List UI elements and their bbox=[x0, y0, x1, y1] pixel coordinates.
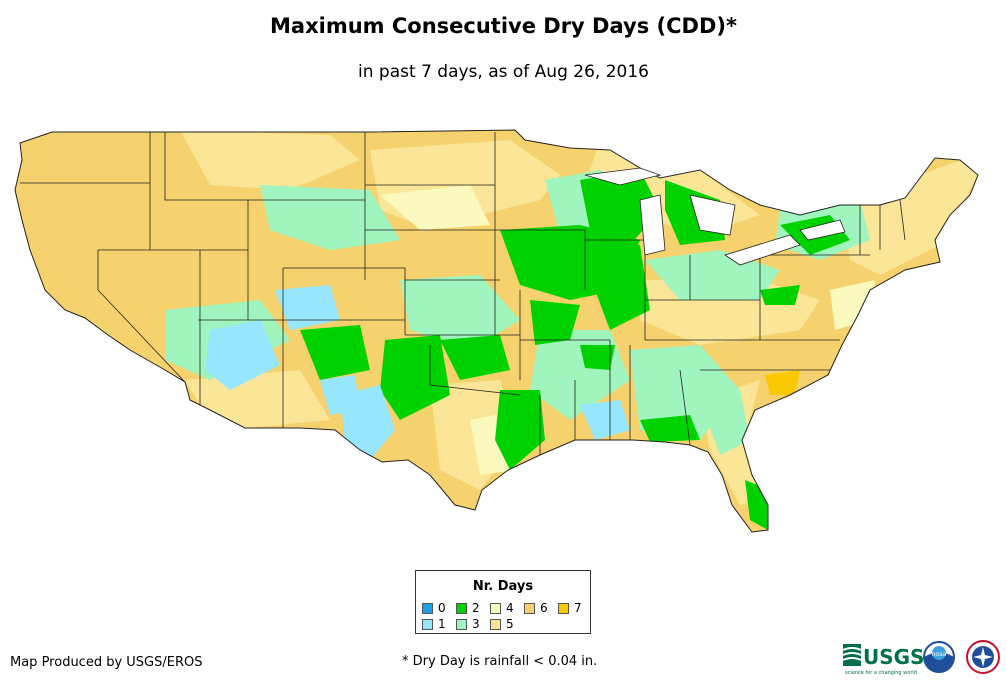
legend-swatch-6 bbox=[524, 602, 535, 614]
usgs-logo-text: USGS bbox=[863, 645, 924, 669]
legend-label-6: 6 bbox=[540, 601, 548, 615]
legend-label-1: 1 bbox=[438, 617, 446, 631]
footnote-text: * Dry Day is rainfall < 0.04 in. bbox=[402, 654, 598, 669]
legend-item-4: 4 bbox=[490, 601, 514, 615]
legend-swatch-2 bbox=[456, 602, 467, 614]
usgs-logo: USGS science for a changing world bbox=[843, 644, 924, 676]
legend-label-5: 5 bbox=[506, 617, 514, 631]
state-boundaries bbox=[20, 132, 906, 455]
legend-item-0: 0 bbox=[422, 601, 446, 615]
legend-label-2: 2 bbox=[472, 601, 480, 615]
noaa-logo: noaa bbox=[923, 641, 955, 673]
areas-7-days bbox=[765, 370, 800, 395]
areas-2-days bbox=[230, 170, 850, 530]
great-lakes bbox=[584, 167, 846, 266]
legend-item-1: 1 bbox=[422, 617, 446, 631]
credit-text: Map Produced by USGS/EROS bbox=[10, 655, 203, 670]
legend: Nr. Days 0 1 2 3 4 5 6 7 bbox=[415, 570, 591, 634]
usgs-tagline: science for a changing world bbox=[845, 670, 917, 676]
legend-item-3: 3 bbox=[456, 617, 480, 631]
map-title: Maximum Consecutive Dry Days (CDD)* bbox=[270, 14, 737, 38]
legend-item-5: 5 bbox=[490, 617, 514, 631]
legend-item-7: 7 bbox=[558, 601, 582, 615]
map-subtitle: in past 7 days, as of Aug 26, 2016 bbox=[358, 62, 649, 82]
legend-item-2: 2 bbox=[456, 601, 480, 615]
cdd-map bbox=[14, 129, 979, 533]
legend-swatch-3 bbox=[456, 618, 467, 630]
legend-title: Nr. Days bbox=[472, 579, 534, 594]
legend-item-6: 6 bbox=[524, 601, 548, 615]
legend-swatch-7 bbox=[558, 602, 569, 614]
legend-swatch-1 bbox=[422, 618, 433, 630]
legend-swatch-5 bbox=[490, 618, 501, 630]
legend-items: 0 1 2 3 4 5 6 7 bbox=[422, 601, 592, 633]
noaa-logo-text: noaa bbox=[932, 651, 947, 658]
legend-label-4: 4 bbox=[506, 601, 514, 615]
legend-swatch-0 bbox=[422, 602, 433, 614]
agency-logos: USGS science for a changing world noaa bbox=[843, 640, 1000, 676]
areas-1-day bbox=[205, 285, 630, 460]
legend-label-3: 3 bbox=[472, 617, 480, 631]
legend-label-7: 7 bbox=[574, 601, 582, 615]
nws-logo bbox=[966, 640, 1000, 674]
legend-label-0: 0 bbox=[438, 601, 446, 615]
legend-swatch-4 bbox=[490, 602, 501, 614]
